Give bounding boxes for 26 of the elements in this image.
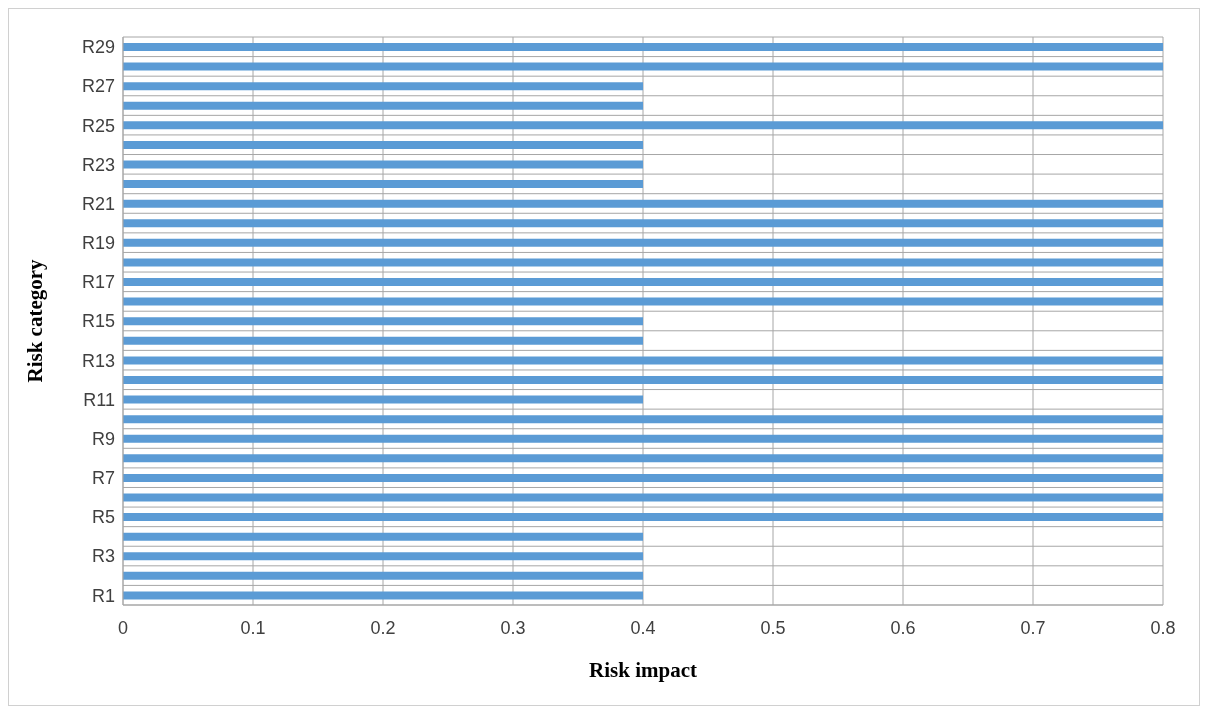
x-tick-label: 0.3 [500, 617, 526, 638]
y-tick-label: R13 [81, 350, 115, 371]
x-tick-label: 0.6 [890, 617, 916, 638]
y-tick-label: R25 [81, 115, 115, 136]
y-tick-label: R9 [91, 428, 115, 449]
y-tick-label: R7 [91, 468, 115, 489]
x-tick-label: 0.1 [240, 617, 266, 638]
y-tick-label: R21 [81, 193, 115, 214]
y-tick-label: R5 [91, 507, 115, 528]
y-tick-label: R29 [81, 37, 115, 58]
x-tick-label: 0.4 [630, 617, 656, 638]
y-tick-label: R3 [91, 546, 115, 567]
y-tick-label: R1 [91, 585, 115, 606]
x-tick-label: 0.5 [760, 617, 786, 638]
y-tick-label: R27 [81, 76, 115, 97]
y-tick-label: R15 [81, 311, 115, 332]
y-axis-title: Risk category [23, 258, 48, 383]
x-tick-label: 0 [117, 617, 129, 638]
y-tick-label: R19 [81, 233, 115, 254]
x-tick-label: 0.8 [1150, 617, 1176, 638]
x-axis-title: Risk impact [589, 658, 697, 682]
x-tick-label: 0.7 [1020, 617, 1046, 638]
x-tick-label: 0.2 [370, 617, 396, 638]
y-tick-label: R23 [81, 154, 115, 175]
y-tick-label: R11 [83, 389, 115, 410]
y-tick-label: R17 [81, 272, 115, 293]
